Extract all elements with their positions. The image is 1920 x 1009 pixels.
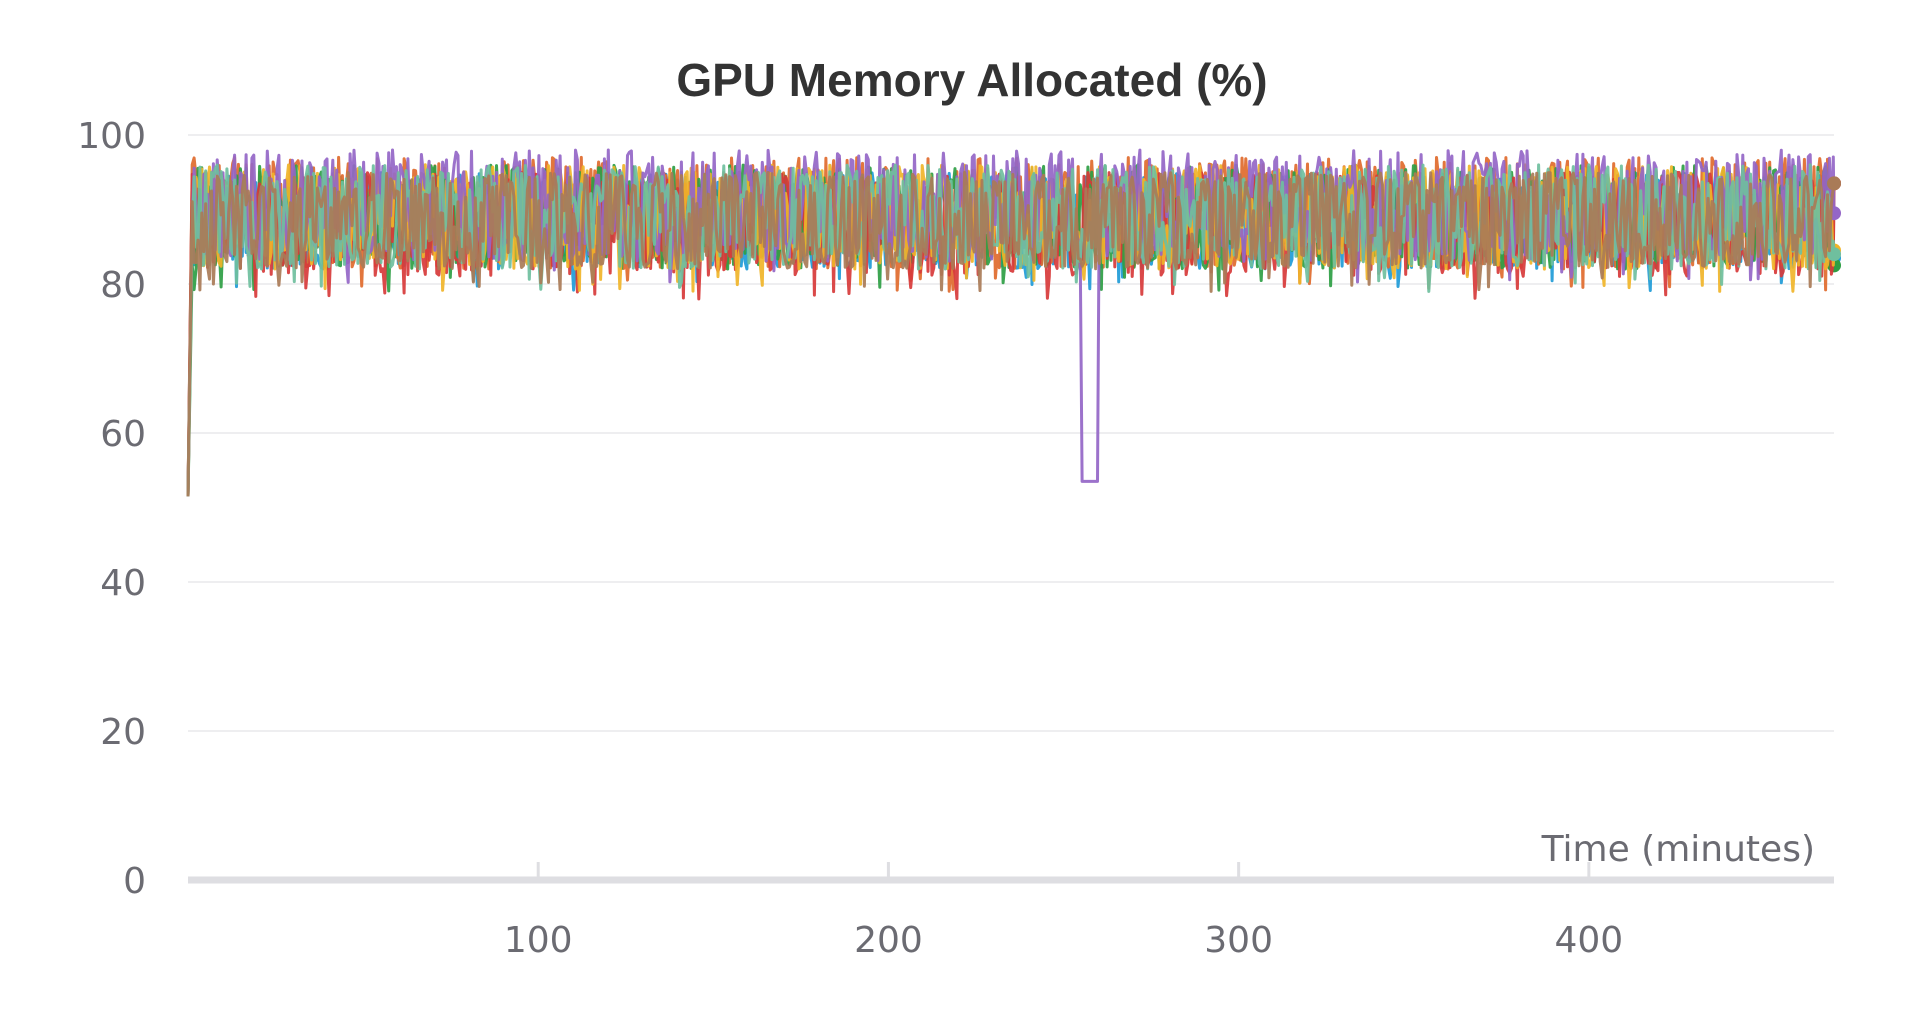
x-axis-label: Time (minutes) [1541, 829, 1815, 870]
grid-lines [188, 134, 1834, 732]
y-tick-label-40: 40 [100, 563, 146, 604]
series-end-marker-8 [1827, 176, 1841, 191]
x-axis [188, 862, 1834, 884]
y-tick-label-20: 20 [100, 712, 146, 753]
x-tick-label-100: 100 [504, 920, 573, 961]
x-tick-label-400: 400 [1554, 920, 1623, 961]
x-tick-label-300: 300 [1204, 920, 1273, 961]
chart-title: GPU Memory Allocated (%) [676, 54, 1267, 106]
tick-labels: 0 20 40 60 80 100 100 200 300 400 [77, 116, 1623, 961]
y-tick-label-100: 100 [77, 116, 146, 157]
series-line-6 [186, 148, 1836, 497]
series-lines [186, 148, 1841, 497]
y-tick-label-0: 0 [123, 861, 146, 902]
y-tick-label-60: 60 [100, 414, 146, 455]
y-tick-label-80: 80 [100, 265, 146, 306]
x-tick-label-200: 200 [854, 920, 923, 961]
series-line-8 [186, 170, 1836, 497]
